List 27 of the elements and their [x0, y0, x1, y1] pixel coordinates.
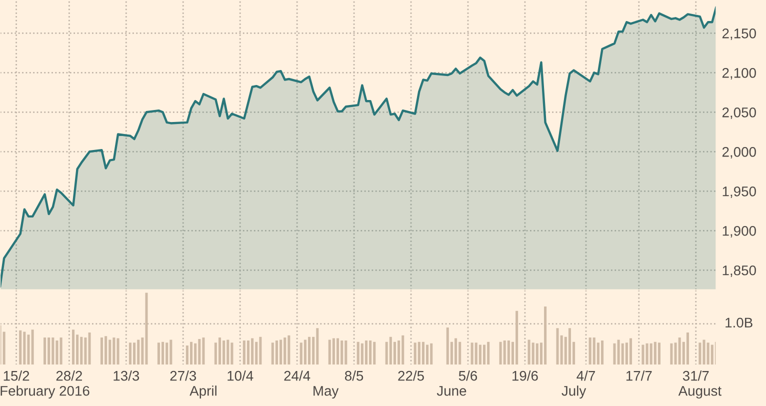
x-tick-label: 22/5 [398, 370, 424, 381]
x2-tick-label: February 2016 [0, 386, 90, 399]
x2-tick-label: August [678, 386, 722, 399]
x-tick-label: 24/4 [284, 370, 310, 381]
x-tick-label: 4/7 [576, 370, 595, 381]
x-tick-label: 5/6 [458, 370, 478, 381]
x-tick-label: 15/2 [4, 370, 30, 381]
x-tick-label: 19/6 [512, 370, 538, 381]
y-tick-label: 2,050 [722, 107, 756, 119]
x2-tick-label: June [436, 386, 466, 396]
y-tick-label: 2,100 [722, 68, 756, 80]
ref-line-label: 1.0B [726, 318, 752, 328]
x-tick-label: 13/3 [114, 370, 140, 381]
x2-tick-label: April [190, 386, 216, 399]
y-tick-label: 2,150 [722, 28, 756, 40]
x-tick-label: 8/5 [344, 370, 364, 381]
y-tick-label: 2,000 [722, 146, 756, 158]
y-tick-label: 1,850 [722, 265, 756, 277]
y-tick-label: 1,900 [722, 226, 756, 238]
y-tick-label: 1,950 [722, 186, 756, 198]
x-tick-label: 28/2 [56, 370, 82, 381]
x-tick-label: 17/7 [626, 370, 652, 381]
x2-tick-label: July [562, 386, 586, 399]
x-tick-label: 10/4 [228, 370, 254, 381]
x-tick-label: 31/7 [682, 370, 709, 381]
x-tick-label: 27/3 [170, 370, 196, 381]
x2-tick-label: May [314, 386, 339, 399]
